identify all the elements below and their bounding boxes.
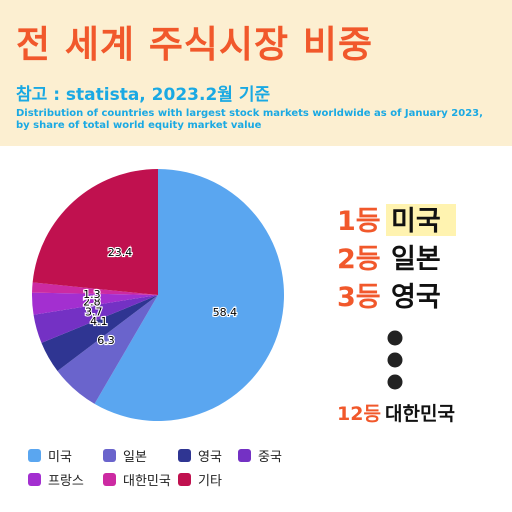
rank-country: 대한민국 (385, 403, 455, 425)
data-label-usa: 58.4 (213, 306, 238, 319)
ellipsis-dot (387, 374, 403, 390)
rank-number: 2등 (337, 244, 381, 275)
legend-swatch (28, 449, 41, 462)
legend-label: 대한민국 (123, 474, 171, 489)
legend-label: 영국 (198, 450, 222, 465)
rank-number: 3등 (337, 282, 381, 313)
legend-swatch (103, 449, 116, 462)
rank-row-japan: 2등 일본 (337, 244, 441, 275)
legend-item-uk: 영국 (178, 446, 222, 465)
rank-number: 1등 (337, 206, 381, 237)
rank-country: 일본 (391, 244, 441, 275)
data-label-korea: 1.3 (83, 288, 101, 301)
legend-label: 프랑스 (48, 474, 84, 489)
rank-highlight (386, 204, 456, 236)
data-label-japan: 6.3 (97, 334, 115, 347)
legend-swatch (178, 449, 191, 462)
source-subtitle: 참고 : statista, 2023.2월 기준 (16, 85, 271, 105)
legend-item-france: 프랑스 (28, 470, 84, 489)
pie-slice-other (32, 169, 158, 295)
ellipsis-dot (387, 352, 403, 368)
chart-title: 전 세계 주식시장 비중 (16, 23, 374, 66)
data-label-other: 23.4 (108, 246, 133, 259)
rank-number: 12등 (337, 403, 381, 425)
legend-item-china: 중국 (238, 446, 282, 465)
data-label-china: 3.7 (85, 306, 103, 319)
legend-swatch (103, 473, 116, 486)
rank-row-korea: 12등 대한민국 (337, 403, 455, 425)
legend-label: 일본 (123, 450, 147, 465)
rank-row-uk: 3등 영국 (337, 282, 441, 313)
legend-item-korea: 대한민국 (103, 470, 171, 489)
pie-slice-usa (94, 169, 285, 421)
data-label-france: 2.8 (83, 296, 101, 309)
ellipsis-dot (387, 330, 403, 346)
legend-item-other: 기타 (178, 470, 222, 489)
legend-label: 중국 (258, 450, 282, 465)
legend-label: 미국 (48, 450, 72, 465)
rank-row-usa: 1등 미국 (337, 204, 456, 237)
pie-slice-korea (32, 282, 158, 295)
legend-label: 기타 (198, 474, 222, 489)
legend-swatch (28, 473, 41, 486)
legend-item-usa: 미국 (28, 446, 72, 465)
chart-description: Distribution of countries with largest s… (16, 108, 483, 131)
pie-chart: 58.4 6.3 4.13.72.81.3 23.4 1등 미국 2등 일본 3등 영국 12등 대… (31, 169, 456, 425)
ranking-panel: 1등 미국 2등 일본 3등 영국 12등 대한민국 (337, 204, 456, 425)
pie-slice-france (31, 292, 158, 315)
header-banner: 전 세계 주식시장 비중 참고 : statista, 2023.2월 기준 D… (0, 0, 512, 146)
legend-item-japan: 일본 (103, 446, 147, 465)
rank-country: 영국 (391, 282, 441, 313)
legend-swatch (178, 473, 191, 486)
pie-slice-japan (57, 295, 159, 404)
pie-slice-china (33, 295, 158, 343)
pie-slice-uk (41, 295, 158, 371)
data-label-uk: 4.1 (90, 315, 108, 328)
legend-swatch (238, 449, 251, 462)
rank-country: 미국 (391, 206, 441, 237)
